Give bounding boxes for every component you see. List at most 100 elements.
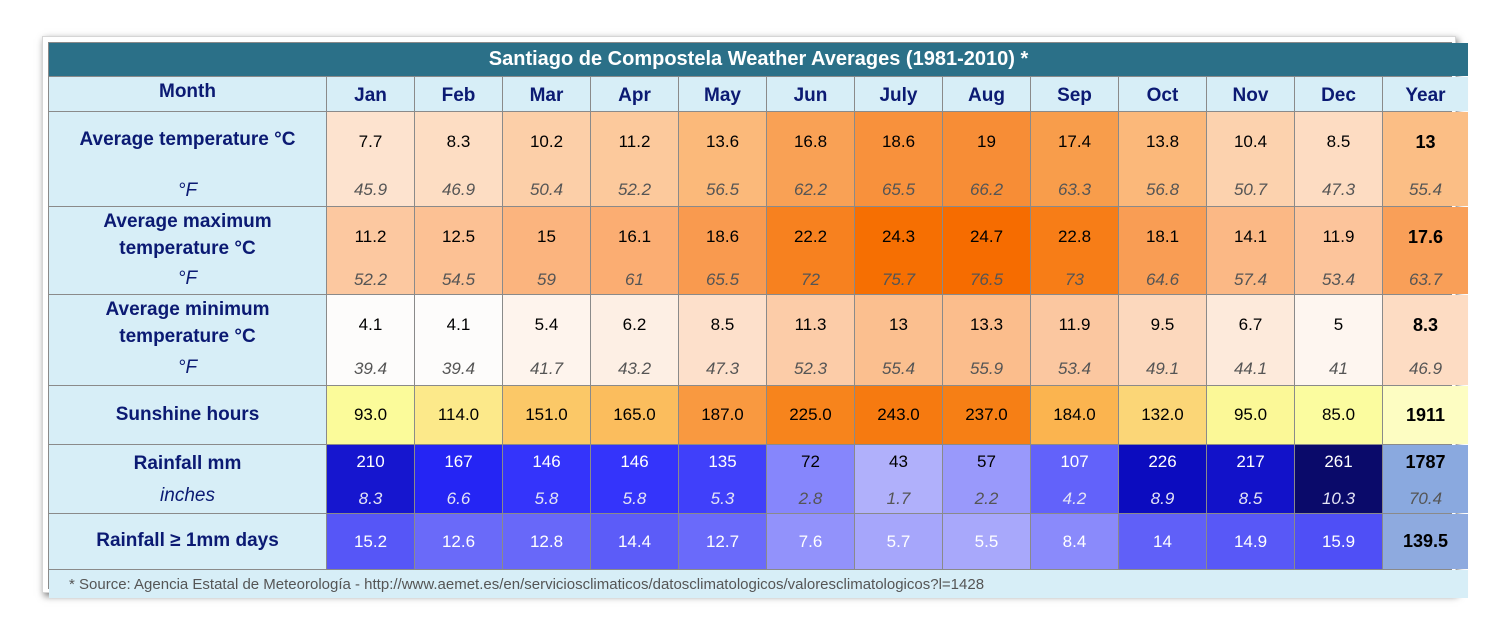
cell-sub-value: 70.4 [1408, 489, 1443, 508]
month-header: Month [49, 77, 326, 111]
cell-value: 5.7 [886, 531, 911, 551]
table-cell-2-sep: 22.8 73 [1031, 207, 1118, 294]
cell-value: 18.6 [881, 132, 916, 151]
cell-value: 8.5 [1326, 132, 1351, 151]
cell-sub-value: 64.6 [1145, 270, 1180, 289]
table-cell-4-sep: 184.0 [1031, 386, 1118, 444]
cell-value: 15.2 [353, 531, 388, 551]
cell-value: 57 [977, 452, 996, 471]
cell-value: 16.8 [793, 132, 828, 151]
cell-value: 4.1 [358, 315, 383, 334]
cell-value: 237.0 [965, 405, 1008, 424]
cell-value: 146 [532, 452, 561, 471]
cell-sub-value: 6.6 [446, 489, 471, 508]
cell-value: 17.4 [1057, 132, 1092, 151]
cell-value: 11.2 [618, 132, 651, 151]
row-sub-label: °F [177, 268, 198, 289]
cell-sub-value: 2.8 [798, 489, 823, 508]
table-cell-1-jan: 7.7 45.9 [327, 112, 414, 206]
row-label-text: Average temperature °C [79, 129, 296, 150]
table-cell-1-sep: 17.4 63.3 [1031, 112, 1118, 206]
column-header-year: Year [1383, 77, 1468, 111]
cell-value: 93.0 [353, 405, 388, 424]
cell-value: 14.4 [617, 531, 652, 551]
column-header-july: July [855, 77, 942, 111]
cell-sub-value: 47.3 [705, 359, 740, 378]
cell-sub-value: 50.4 [529, 180, 564, 199]
cell-value: 151.0 [525, 405, 568, 424]
cell-value: 146 [620, 452, 649, 471]
row-label-2: Average maximum temperature °C °F [49, 207, 326, 294]
cell-sub-value: 8.3 [358, 489, 383, 508]
table-cell-4-nov: 95.0 [1207, 386, 1294, 444]
table-cell-2-nov: 14.1 57.4 [1207, 207, 1294, 294]
row-sub-label: °F [177, 357, 198, 378]
table-cell-5-feb: 167 6.6 [415, 445, 502, 513]
cell-value: 114.0 [437, 405, 480, 424]
table-cell-3-year: 8.3 46.9 [1383, 295, 1468, 385]
column-header-jun: Jun [767, 77, 854, 111]
table-cell-1-july: 18.6 65.5 [855, 112, 942, 206]
table-cell-2-may: 18.6 65.5 [679, 207, 766, 294]
table-cell-1-year: 13 55.4 [1383, 112, 1468, 206]
cell-sub-value: 41 [1329, 359, 1348, 378]
table-cell-6-july: 5.7 [855, 514, 942, 569]
cell-value: 10.4 [1233, 132, 1268, 151]
cell-value: 12.7 [705, 531, 740, 551]
table-cell-1-dec: 8.5 47.3 [1295, 112, 1382, 206]
column-header-mar: Mar [503, 77, 590, 111]
cell-sub-value: 57.4 [1233, 270, 1268, 289]
cell-value: 107 [1060, 452, 1089, 471]
table-frame: Santiago de Compostela Weather Averages … [42, 36, 1468, 598]
cell-value: 7.6 [798, 531, 823, 551]
cell-value: 8.3 [446, 132, 471, 151]
table-cell-3-apr: 6.2 43.2 [591, 295, 678, 385]
table-cell-1-oct: 13.8 56.8 [1119, 112, 1206, 206]
table-cell-6-aug: 5.5 [943, 514, 1030, 569]
cell-value: 12.5 [441, 227, 476, 246]
table-cell-2-mar: 15 59 [503, 207, 590, 294]
table-cell-5-sep: 107 4.2 [1031, 445, 1118, 513]
table-cell-4-dec: 85.0 [1295, 386, 1382, 444]
table-cell-6-apr: 14.4 [591, 514, 678, 569]
cell-value: 187.0 [701, 405, 744, 424]
table-cell-2-july: 24.3 75.7 [855, 207, 942, 294]
table-cell-6-feb: 12.6 [415, 514, 502, 569]
table-cell-6-oct: 14 [1119, 514, 1206, 569]
cell-value: 1911 [1405, 404, 1446, 425]
table-cell-6-jun: 7.6 [767, 514, 854, 569]
table-cell-6-may: 12.7 [679, 514, 766, 569]
table-cell-6-jan: 15.2 [327, 514, 414, 569]
cell-value: 13.8 [1145, 132, 1180, 151]
cell-sub-value: 63.7 [1408, 270, 1443, 289]
cell-sub-value: 10.3 [1321, 489, 1356, 508]
cell-value: 85.0 [1321, 405, 1356, 424]
table-cell-4-year: 1911 [1383, 386, 1468, 444]
table-cell-2-year: 17.6 63.7 [1383, 207, 1468, 294]
cell-sub-value: 43.2 [617, 359, 652, 378]
cell-value: 1787 [1405, 452, 1446, 472]
cell-value: 18.1 [1145, 227, 1180, 246]
table-cell-3-aug: 13.3 55.9 [943, 295, 1030, 385]
cell-sub-value: 55.4 [1408, 180, 1443, 199]
cell-sub-value: 8.5 [1238, 489, 1263, 508]
cell-value: 12.6 [441, 531, 476, 551]
cell-value: 95.0 [1233, 405, 1268, 424]
row-sub-label: °F [177, 180, 198, 201]
cell-sub-value: 63.3 [1057, 180, 1092, 199]
cell-value: 22.2 [793, 227, 828, 246]
cell-sub-value: 4.2 [1062, 489, 1087, 508]
table-cell-5-mar: 146 5.8 [503, 445, 590, 513]
table-cell-4-july: 243.0 [855, 386, 942, 444]
cell-value: 72 [801, 452, 820, 471]
table-cell-1-jun: 16.8 62.2 [767, 112, 854, 206]
cell-value: 8.4 [1062, 531, 1087, 551]
table-cell-5-oct: 226 8.9 [1119, 445, 1206, 513]
cell-value: 13.6 [705, 132, 740, 151]
cell-sub-value: 65.5 [881, 180, 916, 199]
cell-sub-value: 56.8 [1145, 180, 1180, 199]
cell-sub-value: 39.4 [441, 359, 476, 378]
cell-value: 132.0 [1141, 405, 1184, 424]
column-header-dec: Dec [1295, 77, 1382, 111]
table-cell-5-year: 1787 70.4 [1383, 445, 1468, 513]
